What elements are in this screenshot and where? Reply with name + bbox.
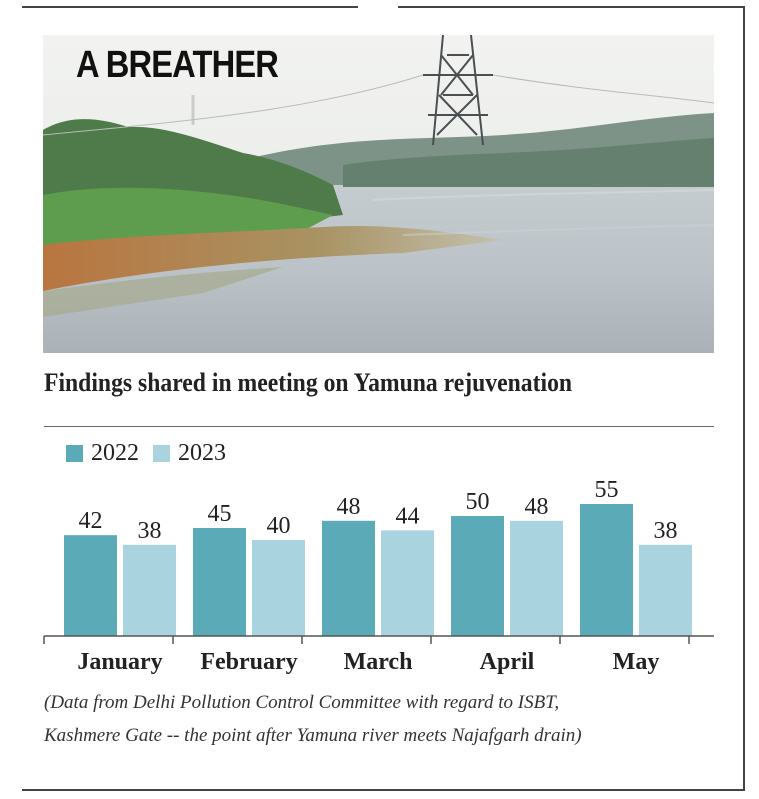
bar-april-2023 [510, 520, 563, 636]
source-note-line-1: (Data from Delhi Pollution Control Commi… [44, 692, 560, 713]
x-tick-label-april: April [480, 649, 535, 675]
legend-item-2022: 2022 [66, 440, 139, 467]
data-label-march-2022: 48 [337, 494, 361, 520]
bar-january-2023 [123, 544, 176, 636]
bar-march-2022 [322, 520, 375, 636]
bar-february-2023 [252, 540, 305, 636]
data-label-april-2023: 48 [525, 494, 549, 520]
legend-swatch-2023 [153, 445, 170, 462]
legend-swatch-2022 [66, 445, 83, 462]
data-label-february-2023: 40 [267, 513, 291, 539]
frame-border-right [743, 6, 745, 791]
legend-label-2023: 2023 [178, 440, 226, 466]
chart-title: Findings shared in meeting on Yamuna rej… [44, 368, 573, 397]
data-label-january-2022: 42 [79, 508, 103, 534]
data-label-february-2022: 45 [208, 501, 232, 527]
yamuna-river-photo [43, 35, 714, 353]
bar-may-2023 [639, 544, 692, 636]
headline: A BREATHER [76, 44, 279, 86]
bar-march-2023 [381, 530, 434, 636]
data-label-april-2022: 50 [466, 489, 490, 515]
data-label-january-2023: 38 [138, 518, 162, 544]
frame-border-top-right [398, 6, 743, 8]
legend-label-2022: 2022 [91, 440, 139, 466]
bar-may-2022 [580, 504, 633, 636]
data-label-may-2023: 38 [654, 518, 678, 544]
bar-chart: 42 38 January 45 40 February 48 44 March 50 48 Apri… [43, 477, 714, 675]
x-tick-label-may: May [613, 649, 660, 675]
x-tick-label-february: February [200, 649, 297, 675]
legend-item-2023: 2023 [153, 440, 226, 467]
title-divider [44, 426, 714, 427]
data-label-may-2022: 55 [595, 477, 619, 503]
frame-border-top-left [22, 6, 358, 8]
x-tick-label-january: January [77, 649, 162, 675]
data-label-march-2023: 44 [396, 503, 420, 529]
bar-april-2022 [451, 516, 504, 636]
x-tick-label-march: March [344, 649, 413, 675]
bar-february-2022 [193, 528, 246, 636]
frame-border-bottom [22, 789, 745, 791]
bar-january-2022 [64, 535, 117, 636]
source-note: (Data from Delhi Pollution Control Commi… [44, 686, 734, 752]
source-note-line-2: Kashmere Gate -- the point after Yamuna … [44, 725, 582, 746]
chart-legend: 2022 2023 [66, 440, 240, 467]
